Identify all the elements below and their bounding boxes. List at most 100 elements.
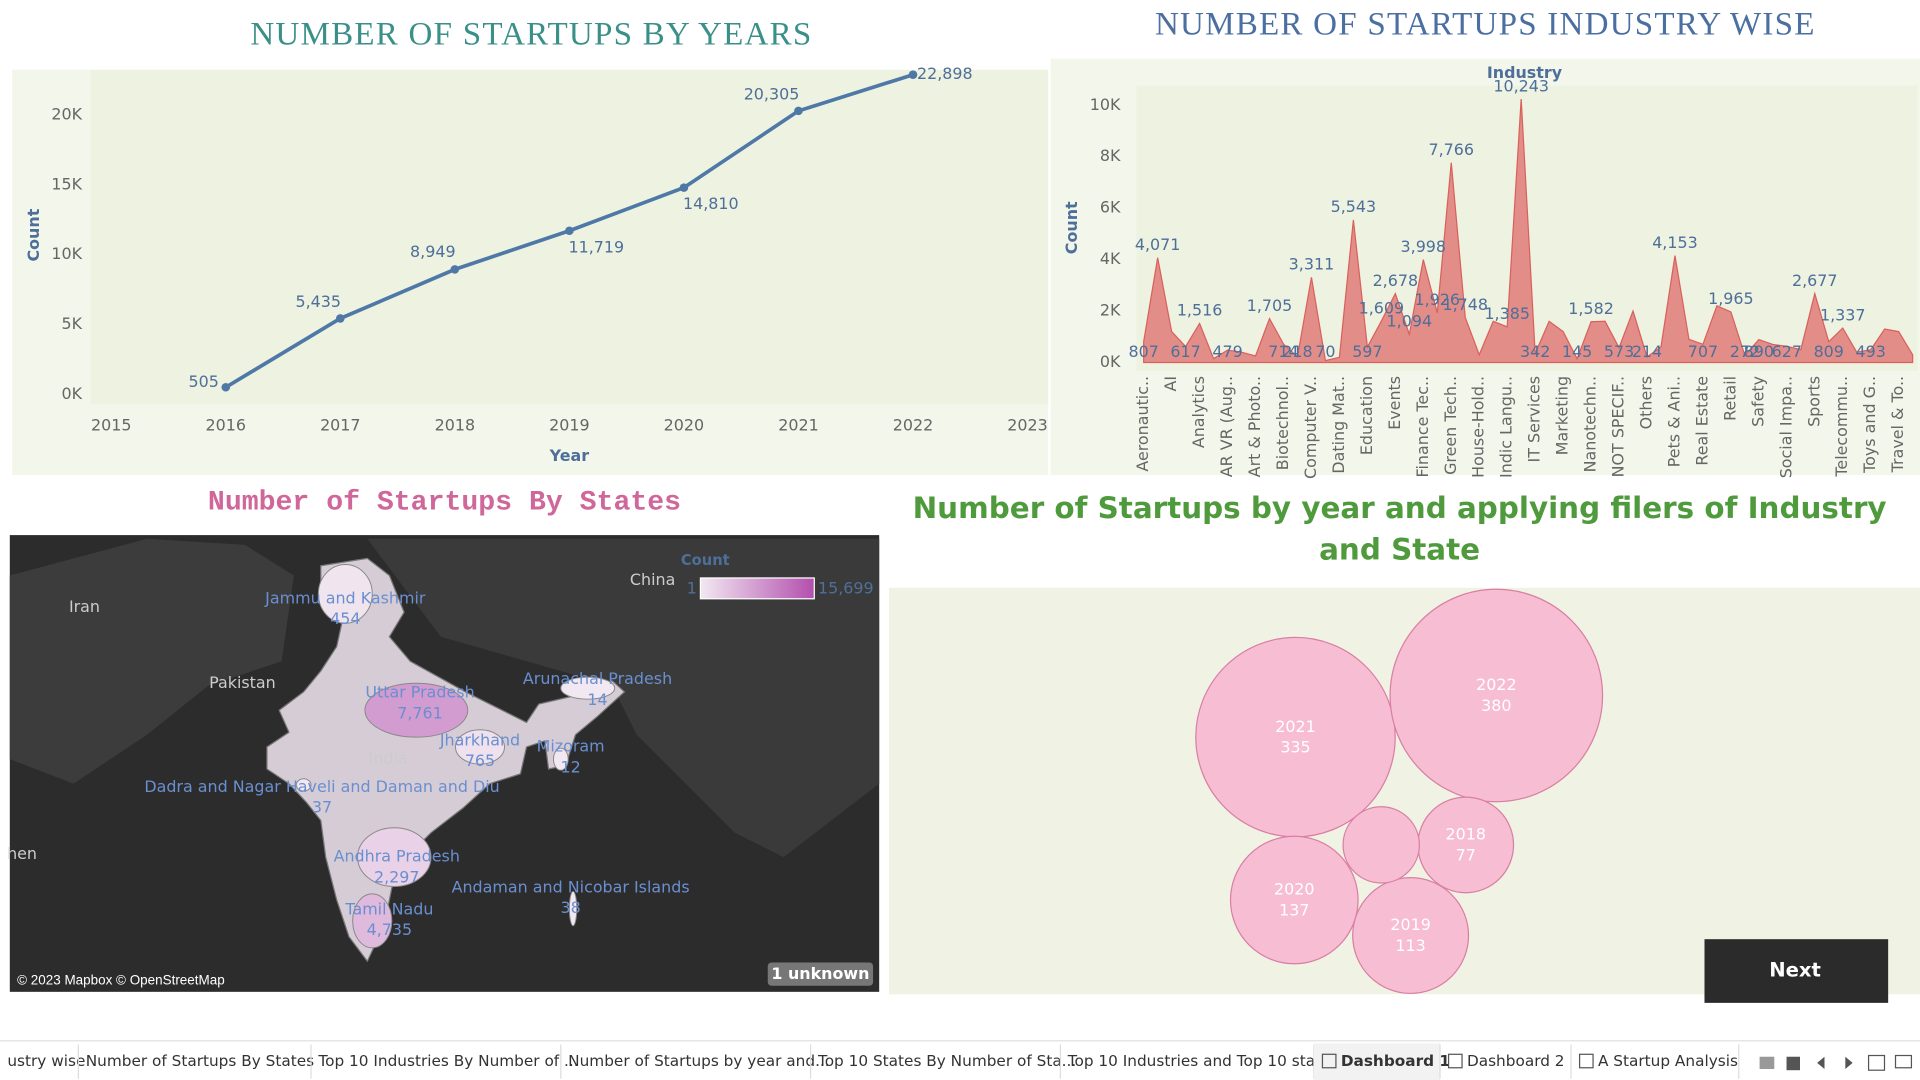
legend-min: 1 [687,578,697,597]
state [455,729,505,765]
data-label: 8,949 [410,242,456,261]
bubble-value: 380 [1481,696,1511,715]
x-tick-label: AR VR (Aug.. [1217,376,1236,477]
data-label: 4,153 [1652,233,1698,252]
state [552,747,569,771]
x-tick-label: House-Hold.. [1469,376,1488,478]
tab-label[interactable]: Number of Startups by year and... [568,1052,830,1070]
data-label: 617 [1170,342,1200,361]
tab-label[interactable]: Number of Startups By States [86,1052,314,1070]
tab-label[interactable]: Dashboard 2 [1467,1052,1565,1070]
icon[interactable] [1867,1054,1886,1071]
state-value: 12 [560,757,580,776]
y-tick-label: 15K [51,174,82,193]
state [568,890,578,927]
state-name: Jharkhand [439,730,520,749]
india-outline [266,557,626,963]
x-tick-label: 2017 [320,416,360,435]
data-label: 5,543 [1331,197,1377,216]
icon[interactable] [1759,1056,1775,1069]
y-axis-label: Count [1062,201,1081,254]
icon[interactable] [1817,1056,1825,1069]
bubble-value: 335 [1280,738,1310,757]
state [364,682,469,738]
state-name: Arunachal Pradesh [523,669,672,688]
data-label: 7,766 [1428,140,1474,159]
point [336,314,345,323]
x-tick-label: 2016 [206,416,246,435]
state [352,893,393,949]
state [560,676,616,700]
place-label: Pakistan [209,673,276,692]
bubble-category: 2020 [1274,880,1314,899]
x-tick-label: 2023 [1007,416,1047,435]
data-label: 20,305 [744,84,800,103]
x-tick-label: NOT SPECIF.. [1609,376,1628,477]
icon[interactable] [1786,1056,1800,1071]
state-value: 7,761 [397,703,443,722]
data-label: 11,719 [568,237,624,256]
land [367,538,880,858]
x-tick-label: Events [1385,376,1404,430]
y-tick-label: 2K [1100,301,1121,320]
bubble-category: 2019 [1390,915,1430,934]
data-label: 1,609 [1359,298,1405,317]
x-axis-label: Year [549,446,590,465]
state-value: 765 [465,751,495,770]
bubble [1352,876,1470,995]
bubble-category: 2018 [1445,825,1485,844]
x-tick-label: 2018 [435,416,475,435]
state-name: Jammu and Kashmir [264,588,426,607]
x-tick-label: Education [1357,376,1376,455]
bubble-value: 137 [1279,901,1309,920]
x-tick-label: Others [1637,376,1656,429]
icon[interactable] [1894,1054,1913,1069]
state-name: Mizoram [537,736,605,755]
x-tick-label: AI [1161,376,1180,392]
x-tick-label: Marketing [1553,376,1572,455]
y-tick-label: 8K [1100,146,1121,165]
x-tick-label: Travel & To.. [1888,376,1907,473]
data-label: 70 [1315,342,1335,361]
bubble-category: 2021 [1275,717,1315,736]
icon[interactable] [1845,1056,1853,1069]
x-tick-label: Sports [1804,376,1823,427]
x-tick-label: Aeronautic.. [1133,376,1152,472]
chart-title: Number of Startups by year and applying … [912,491,1887,567]
attribution: © 2023 Mapbox © OpenStreetMap [17,972,225,987]
place-label: China [630,570,675,589]
data-label: 1,705 [1247,296,1293,315]
data-label: 214 [1632,342,1662,361]
data-label: 890 [1744,342,1774,361]
tab-label[interactable]: Dashboard 1 [1341,1052,1450,1070]
state-value: 454 [330,609,360,628]
tab-label[interactable]: Top 10 Industries By Number of ... [317,1052,578,1070]
x-tick-label: Computer V.. [1301,376,1320,479]
data-label: 5,435 [295,292,341,311]
tab-label[interactable]: ustry wise [7,1052,85,1070]
x-tick-label: Social Impa.. [1776,376,1795,478]
data-label: 10,243 [1493,76,1549,95]
tab-label[interactable]: Top 10 States By Number of Sta... [817,1052,1076,1070]
next-button-label[interactable]: Next [1769,959,1821,982]
tab-label[interactable]: A Startup Analysis [1598,1052,1738,1070]
data-label: 807 [1128,342,1158,361]
x-tick-label: Analytics [1189,376,1208,448]
state-name: Tamil Nadu [344,899,433,918]
x-tick-label: Pets & Ani.. [1664,376,1683,467]
bubble [1342,806,1420,884]
line-plot [90,69,1049,405]
chart-title: Number of Startups By States [208,487,681,518]
data-label: 4,071 [1135,235,1181,254]
y-tick-label: 10K [51,244,82,263]
state [317,564,373,624]
next-button[interactable] [1704,939,1889,1003]
tab-label[interactable]: Top 10 Industries and Top 10 sta... [1067,1052,1330,1070]
y-tick-label: 5K [61,314,82,333]
data-label: 22,898 [917,64,973,83]
y-tick-label: 0K [61,384,82,403]
legend-title: Count [681,552,730,569]
data-label: 1,748 [1442,295,1488,314]
